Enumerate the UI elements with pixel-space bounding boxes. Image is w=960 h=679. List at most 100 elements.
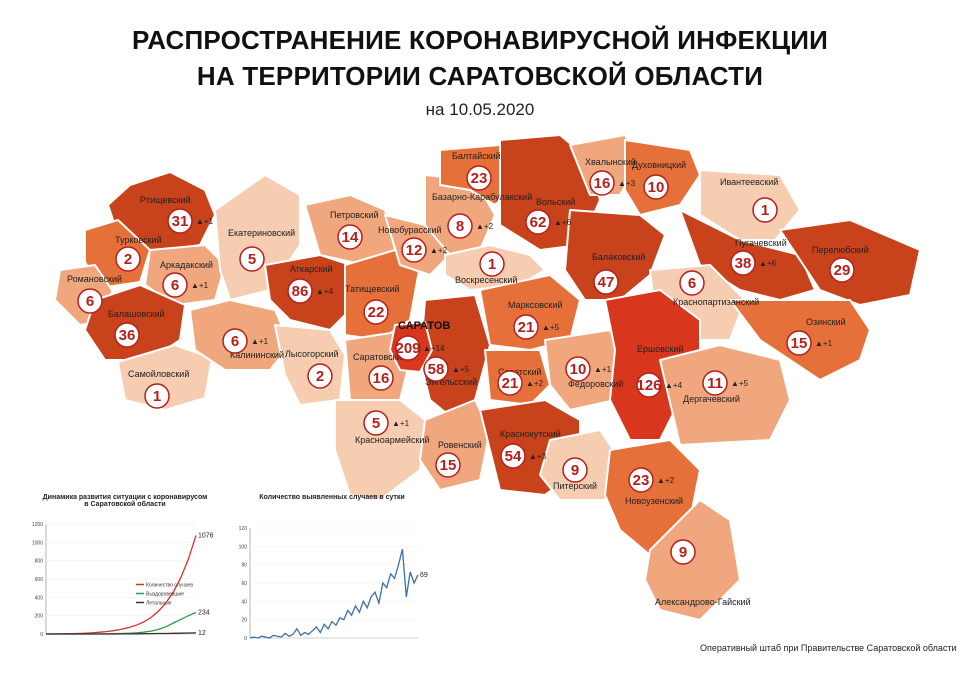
case-count-badge [435,452,461,478]
case-count: 11 [707,375,723,392]
case-count: 38 [735,255,752,272]
case-count: 5 [248,251,256,268]
district-name: Александрово-Гайский [655,597,751,607]
case-count: 6 [231,333,239,350]
y-tick-label: 200 [35,614,44,620]
case-count: 6 [171,277,179,294]
y-tick-label: 800 [35,559,44,565]
district-name: Новобурасский [378,225,442,235]
case-increase: ▲+5 [731,379,749,388]
case-count: 10 [570,361,587,378]
case-count-badge [363,410,389,436]
district-name: Ртищевский [140,195,191,205]
legend-label: Количество случаев [146,583,193,589]
case-count: 126 [636,377,661,394]
y-tick-label: 40 [241,599,247,605]
district-name: Лысогорский [285,349,339,359]
y-tick-label: 80 [241,563,247,569]
case-count: 1 [488,256,496,273]
case-increase: ▲+2 [430,246,448,255]
case-count-badge [287,278,313,304]
case-count: 16 [594,175,611,192]
series-end-label: 12 [198,630,206,637]
daily-chart-title: Количество выявленных случаев в сутки [259,494,405,501]
district-name: Турковский [115,235,162,245]
case-count: 86 [292,283,309,300]
district-name: Озинский [806,317,846,327]
case-count-badge [363,299,389,325]
series-line [46,632,197,635]
case-count-badge [114,322,140,348]
case-count: 1 [153,388,161,405]
case-count: 47 [598,274,615,291]
watermark-text: www.vzsar.ru [943,394,960,660]
district-name: Аткарский [290,264,333,274]
case-count-badge [307,363,333,389]
district-area [564,209,666,301]
case-count-badge [423,356,449,382]
case-count-badge [447,213,473,239]
case-count-badge [670,539,696,565]
case-count: 23 [633,472,650,489]
district-name: Питерский [553,481,597,491]
case-count: 21 [502,375,519,392]
case-count-badge [401,237,427,263]
cumulative-chart: Динамика развития ситуации с коронавирус… [30,494,220,664]
case-count-badge [497,370,523,396]
district-name: Самойловский [128,369,189,379]
district-area [659,344,791,446]
y-tick-label: 0 [244,636,247,642]
case-count-badge [77,288,103,314]
daily-chart-plot: 0 20 40 60 80 100 120 69 [239,526,428,642]
y-tick-label: 120 [239,526,248,532]
case-increase: ▲+5 [542,323,560,332]
case-count-badge [702,370,728,396]
case-count: 6 [688,275,696,292]
cumulative-chart-plot: 0 200 400 600 800 1000 1200 1076 234 12 Количество… [32,522,214,638]
case-count: 29 [834,262,851,279]
case-count-badge [565,356,591,382]
case-count: 15 [440,457,457,474]
district-name: Марксовский [508,300,562,310]
case-increase: ▲+5 [452,365,470,374]
y-tick-label: 400 [35,595,44,601]
case-count: 36 [119,327,136,344]
case-increase: ▲+3 [618,179,636,188]
district-name: Аркадакский [160,260,213,270]
district-name: Духовницкий [632,160,686,170]
case-count-badge [500,443,526,469]
case-count: 58 [428,361,445,378]
city-name: САРАТОВ [398,320,450,332]
y-tick-label: 1000 [32,540,43,546]
case-count-badge [786,330,812,356]
district-name: Ровенский [438,440,482,450]
district-name: Саратовский [353,352,407,362]
city-increase: ▲+14 [423,344,445,353]
legend-label: Выздоровевшие [146,592,184,598]
case-count: 21 [518,319,535,336]
map-date: на 10.05.2020 [425,100,535,119]
district-name: Хвалынский [585,157,636,167]
watermark: www.vzsar.ru [912,330,960,660]
case-count: 8 [456,218,464,235]
district-name: Новоузенский [625,496,683,506]
district-name: Дергачевский [683,394,740,404]
district-name: Ершовский [637,344,683,354]
case-count: 10 [648,179,665,196]
district-name: Ивантеевский [720,177,778,187]
case-count-badge [589,170,615,196]
series-end-label: 1076 [198,532,214,539]
case-count-badge [829,257,855,283]
case-count-badge [115,246,141,272]
case-count: 16 [373,370,390,387]
case-count-badge [239,246,265,272]
case-count-badge [479,251,505,277]
district-name: Перелюбский [812,245,869,255]
case-count: 12 [406,242,423,259]
case-count: 22 [368,304,385,321]
series-end-label: 69 [420,572,428,579]
y-tick-label: 1200 [32,522,43,528]
district-name: Энгельсский [425,377,477,387]
district-area [334,399,426,501]
